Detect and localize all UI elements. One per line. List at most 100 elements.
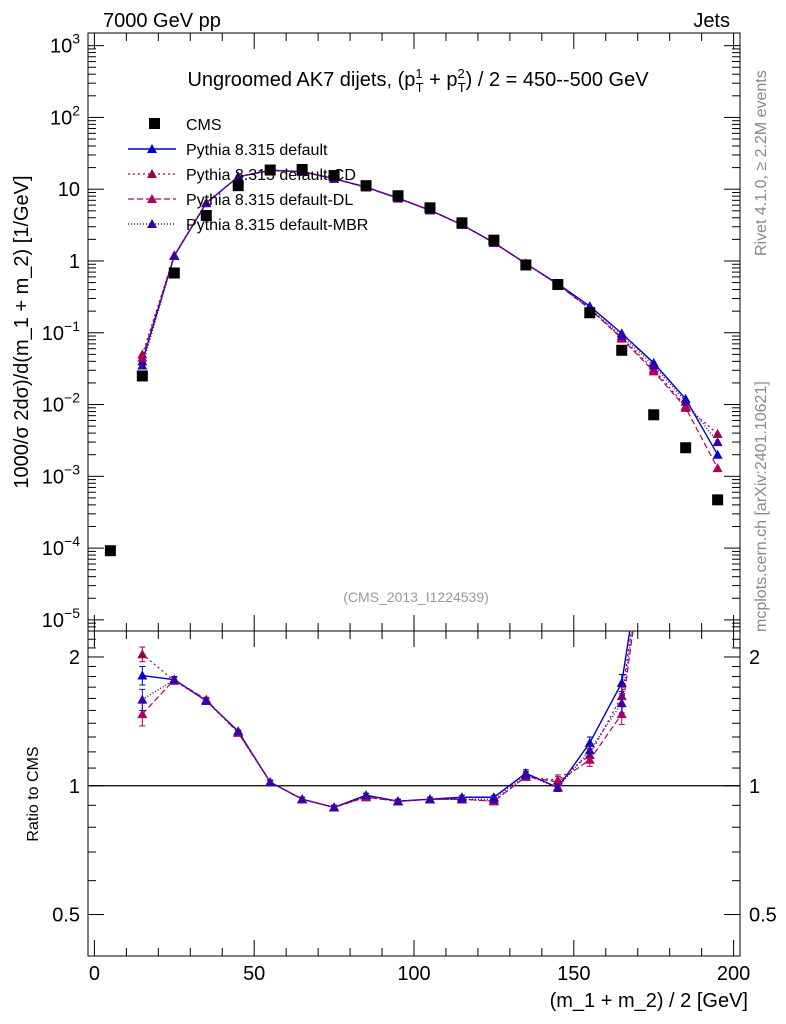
cms-point (392, 190, 404, 202)
ratio-marker (361, 790, 372, 800)
series-marker (233, 171, 244, 181)
y-tick-label: 10 (58, 179, 80, 201)
series-marker (712, 449, 723, 459)
series-marker (680, 402, 691, 412)
ratio-marker (137, 694, 148, 704)
legend-marker (147, 194, 157, 203)
series-marker (616, 331, 627, 341)
ratio-tick-label-left: 1 (69, 776, 80, 798)
legend-cms-marker (149, 118, 160, 129)
ratio-tick-label-left: 2 (69, 647, 80, 669)
cms-point (424, 202, 436, 214)
analysis-id: (CMS_2013_I1224539) (343, 589, 489, 605)
ratio-marker (329, 802, 340, 812)
ratio-marker (681, 482, 691, 491)
legend-label: Pythia 8.315 default-CD (186, 167, 356, 184)
legend-label: Pythia 8.315 default (186, 142, 328, 159)
cms-point (584, 307, 596, 319)
ratio-marker (137, 670, 148, 680)
cms-point (168, 267, 180, 279)
ratio-marker (616, 709, 627, 719)
cms-point (520, 259, 532, 271)
ratio-marker (137, 649, 148, 659)
legend-marker (147, 219, 157, 228)
ratio-marker (552, 782, 563, 792)
ratio-marker (649, 471, 659, 480)
series-line (141, 169, 719, 469)
series-marker (712, 428, 723, 438)
ratio-tick-label-right: 0.5 (749, 905, 777, 927)
ratio-marker (297, 794, 308, 804)
header-right: Jets (693, 10, 730, 32)
cms-point (360, 180, 372, 192)
ratio-marker (201, 695, 212, 705)
ratio-axis-ticks: 2 2 1 1 0.5 0.5 0 50 100 150 200 (52, 630, 777, 985)
cms-data-points (104, 164, 724, 557)
cms-point (296, 164, 308, 176)
ratio-marker (233, 726, 244, 736)
y-tick-label: 10−1 (42, 318, 80, 345)
y-tick-label: 10−2 (42, 390, 80, 417)
y-tick-label: 10−3 (42, 461, 80, 488)
cms-point (232, 180, 244, 192)
legend-label: Pythia 8.315 default-DL (186, 192, 353, 209)
x-tick-label: 200 (717, 963, 750, 985)
header-left: 7000 GeV pp (103, 10, 221, 32)
y-tick-label: 103 (50, 31, 80, 58)
ratio-series-group (137, 471, 691, 812)
cms-point (328, 170, 340, 182)
ratio-marker (616, 677, 627, 687)
x-tick-label: 0 (89, 963, 100, 985)
ratio-marker (488, 794, 499, 804)
ratio-marker (265, 777, 276, 787)
ratio-marker (456, 794, 467, 804)
cms-point (200, 210, 212, 222)
cms-point (680, 442, 692, 454)
ratio-tick-label-right: 1 (749, 776, 760, 798)
x-tick-label: 150 (557, 963, 590, 985)
x-tick-label: 50 (243, 963, 265, 985)
series-marker (201, 198, 212, 208)
ratio-marker (393, 796, 404, 806)
cms-point (712, 494, 724, 506)
legend: CMS Pythia 8.315 default Pythia 8.315 defa… (128, 117, 368, 234)
legend-marker (147, 144, 157, 153)
ratio-plot-frame (87, 630, 741, 957)
series-marker (712, 437, 723, 447)
ratio-axis-label: Ratio to CMS (25, 746, 42, 841)
cms-point (264, 164, 276, 176)
ratio-marker (169, 674, 180, 684)
legend-label: Pythia 8.315 default-MBR (186, 217, 368, 234)
legend-marker (147, 169, 157, 178)
cms-point (104, 545, 116, 557)
y-axis-label: 1000/σ 2dσ)/d(m_1 + m_2) [1/GeV] (11, 175, 33, 488)
cms-point (136, 370, 148, 382)
ratio-marker (649, 471, 659, 480)
chart-title: Ungroomed AK7 dijets, (p1 T + p2 T) / 2 = … (187, 66, 649, 95)
ratio-marker (649, 471, 659, 480)
rivet-label: Rivet 4.1.0, ≥ 2.2M events (753, 70, 770, 256)
series-marker (648, 366, 659, 376)
cms-point (488, 234, 500, 246)
y-tick-label: 1 (69, 251, 80, 273)
mcplots-label: mcplots.cern.ch [arXiv:2401.10621] (753, 381, 770, 632)
y-tick-label: 10−5 (42, 605, 80, 632)
ratio-line (141, 631, 634, 809)
ratio-marker (681, 482, 691, 491)
cms-point (456, 217, 468, 229)
ratio-marker (616, 698, 627, 708)
y-tick-label: 10−4 (42, 533, 80, 560)
cms-point (648, 409, 660, 421)
ratio-marker (584, 754, 595, 764)
series-marker (648, 360, 659, 370)
series-marker (137, 360, 148, 370)
cms-point (616, 344, 628, 356)
ratio-tick-label-right: 2 (749, 647, 760, 669)
ratio-tick-label-left: 0.5 (52, 905, 80, 927)
ratio-marker (424, 794, 435, 804)
cms-point (552, 279, 564, 291)
ratio-marker (584, 745, 595, 755)
ratio-marker (520, 769, 531, 779)
